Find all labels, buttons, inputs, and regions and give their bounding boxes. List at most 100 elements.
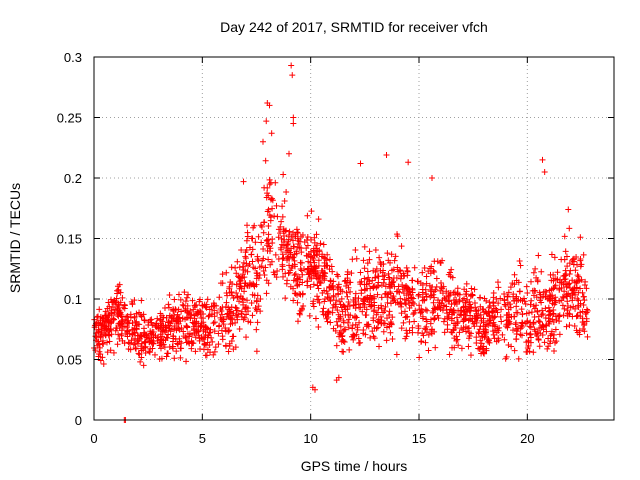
data-point — [527, 278, 534, 285]
data-point — [243, 334, 250, 341]
data-point — [308, 236, 315, 243]
data-point — [423, 273, 430, 280]
data-point — [507, 284, 514, 291]
data-point — [148, 330, 155, 337]
data-point — [197, 323, 204, 330]
data-point — [321, 298, 328, 305]
y-tick-label: 0.2 — [64, 171, 82, 186]
data-point — [421, 264, 428, 271]
data-point — [364, 260, 371, 267]
data-point — [453, 337, 460, 344]
data-point — [545, 343, 552, 350]
data-point — [551, 347, 558, 354]
data-point — [258, 239, 265, 246]
data-point — [304, 278, 311, 285]
data-point — [106, 338, 113, 345]
data-point — [290, 297, 297, 304]
data-point — [128, 298, 135, 305]
data-point — [369, 277, 376, 284]
data-point — [511, 347, 518, 354]
x-tick-label: 0 — [90, 431, 97, 446]
data-point — [265, 231, 272, 238]
data-point — [280, 239, 287, 246]
data-point — [515, 325, 522, 332]
data-point — [546, 317, 553, 324]
data-point — [202, 331, 209, 338]
data-point — [543, 322, 550, 329]
data-point — [134, 332, 141, 339]
data-point — [394, 264, 401, 271]
data-point — [189, 331, 196, 338]
data-point — [515, 355, 522, 362]
data-point — [171, 355, 178, 362]
data-point — [530, 269, 537, 276]
data-point — [156, 355, 163, 362]
data-point — [267, 261, 274, 268]
data-point — [330, 292, 337, 299]
data-point — [372, 274, 379, 281]
data-point — [422, 326, 429, 333]
data-point — [430, 299, 437, 306]
data-point — [381, 272, 388, 279]
data-point — [219, 336, 226, 343]
data-point — [263, 290, 270, 297]
data-point — [249, 246, 256, 253]
data-point — [334, 271, 341, 278]
data-point — [422, 325, 429, 332]
data-point — [238, 313, 245, 320]
data-point — [286, 262, 293, 269]
data-point — [283, 227, 290, 234]
data-point — [97, 314, 104, 321]
data-point — [427, 270, 434, 277]
data-point — [423, 318, 430, 325]
data-point — [327, 297, 334, 304]
data-point — [118, 327, 125, 334]
data-point — [95, 313, 102, 320]
data-point — [268, 195, 275, 202]
data-point — [241, 288, 248, 295]
data-point — [564, 263, 571, 270]
data-point — [360, 297, 367, 304]
data-point — [327, 319, 334, 326]
data-point — [224, 292, 231, 299]
data-point — [400, 270, 407, 277]
data-point — [378, 294, 385, 301]
data-point — [296, 274, 303, 281]
data-point — [518, 322, 525, 329]
data-point — [507, 304, 514, 311]
data-point — [237, 283, 244, 290]
data-point — [350, 302, 357, 309]
data-point — [124, 327, 131, 334]
data-point — [279, 266, 286, 273]
data-point — [546, 287, 553, 294]
data-point — [234, 258, 241, 265]
data-point — [134, 321, 141, 328]
data-point — [198, 320, 205, 327]
data-point — [281, 197, 288, 204]
data-point — [441, 302, 448, 309]
data-point — [498, 318, 505, 325]
data-point — [346, 279, 353, 286]
data-point — [392, 253, 399, 260]
data-point — [409, 277, 416, 284]
data-point — [309, 266, 316, 273]
data-point — [506, 311, 513, 318]
data-point — [218, 327, 225, 334]
data-point — [392, 299, 399, 306]
data-point — [542, 288, 549, 295]
data-point — [443, 288, 450, 295]
data-point — [252, 305, 259, 312]
data-point — [371, 324, 378, 331]
data-point — [463, 306, 470, 313]
data-point — [339, 288, 346, 295]
data-point — [531, 326, 538, 333]
data-point — [294, 229, 301, 236]
data-point — [278, 218, 285, 225]
data-point — [249, 235, 256, 242]
data-point — [265, 192, 272, 199]
data-point — [527, 301, 534, 308]
data-point — [363, 285, 370, 292]
data-point — [542, 294, 549, 301]
data-point — [516, 258, 523, 265]
data-point — [387, 259, 394, 266]
